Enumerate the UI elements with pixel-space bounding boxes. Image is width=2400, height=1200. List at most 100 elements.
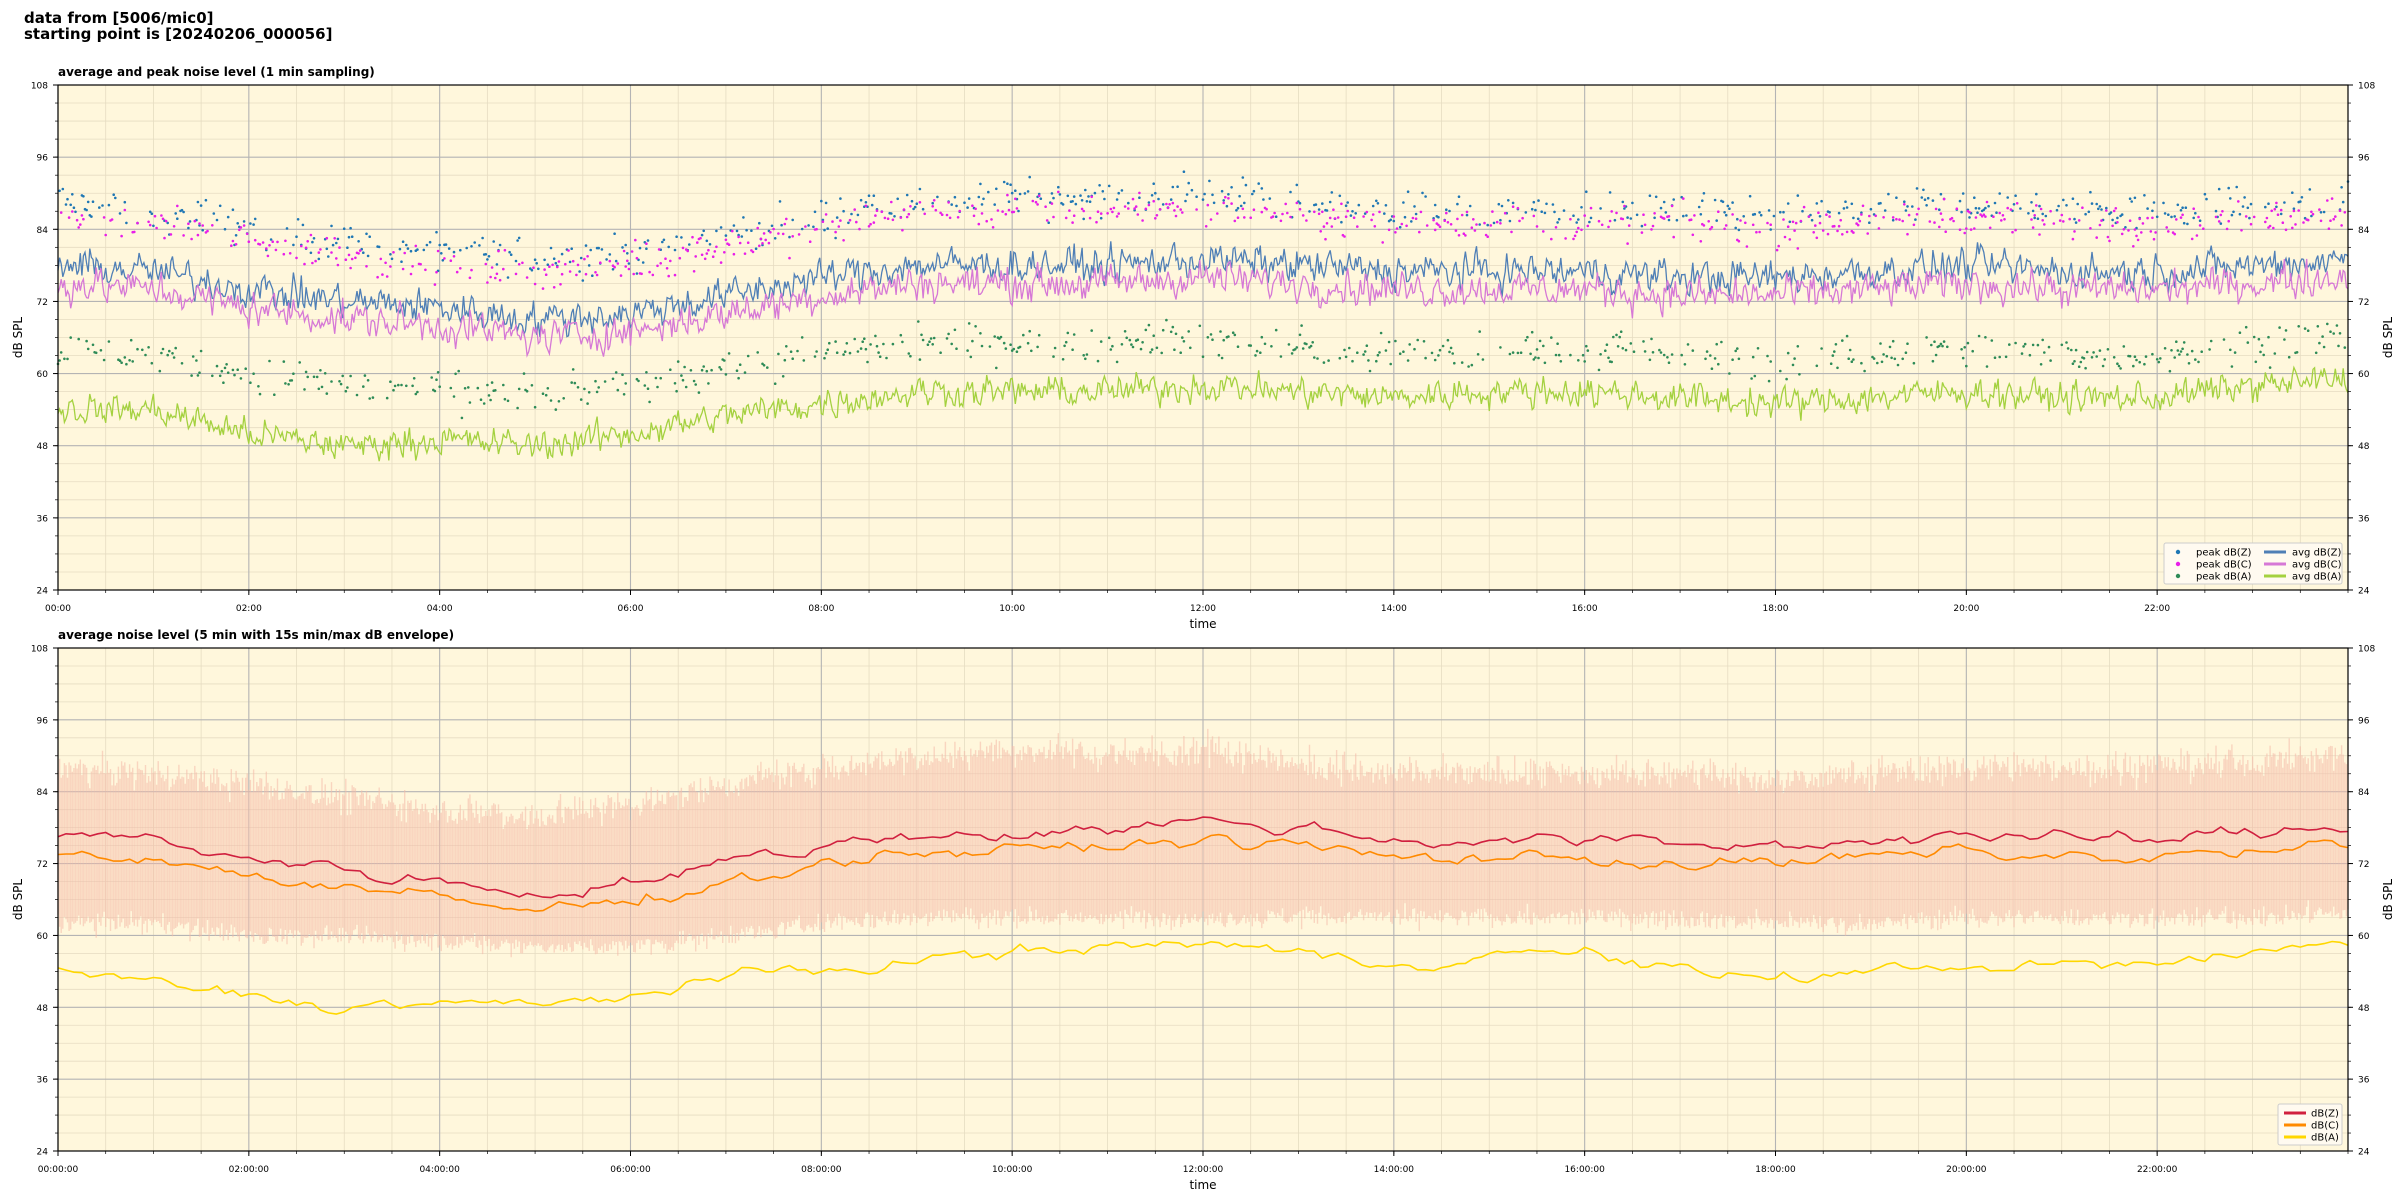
series-db-z- — [57, 816, 2349, 899]
scatter-point — [1037, 194, 1041, 198]
scatter-point — [2341, 200, 2345, 204]
scatter-point — [1103, 197, 1106, 201]
scatter-point — [80, 214, 84, 217]
scatter-point — [1893, 357, 1897, 361]
scatter-point — [624, 382, 627, 385]
scatter-point — [2155, 215, 2159, 219]
scatter-point — [676, 360, 680, 363]
scatter-point — [828, 341, 831, 345]
scatter-point — [584, 244, 588, 247]
legend-marker — [2175, 573, 2181, 579]
scatter-point — [1451, 352, 1454, 355]
scatter-point — [683, 365, 686, 369]
scatter-point — [1437, 215, 1440, 219]
scatter-point — [1958, 199, 1962, 203]
scatter-point — [751, 250, 755, 254]
scatter-point — [172, 356, 176, 359]
scatter-point — [72, 206, 76, 209]
scatter-point — [1702, 224, 1706, 227]
scatter-point — [1034, 200, 1038, 204]
y-tick-label-left: 48 — [37, 1004, 49, 1014]
scatter-point — [1270, 345, 1273, 348]
scatter-point — [1464, 234, 1467, 237]
scatter-point — [579, 398, 583, 401]
scatter-point — [1662, 217, 1666, 220]
scatter-point — [199, 204, 203, 207]
scatter-point — [627, 262, 631, 265]
scatter-point — [821, 218, 825, 222]
scatter-point — [1837, 224, 1841, 228]
scatter-point — [1968, 210, 1971, 214]
scatter-point — [2238, 212, 2242, 216]
scatter-point — [2023, 342, 2027, 346]
scatter-point — [1904, 209, 1908, 212]
scatter-point — [2151, 352, 2154, 356]
scatter-point — [447, 247, 451, 250]
scatter-point — [2281, 221, 2285, 224]
scatter-point — [489, 275, 492, 279]
scatter-point — [719, 368, 723, 371]
scatter-point — [2221, 210, 2224, 213]
scatter-point — [743, 252, 747, 255]
scatter-point — [486, 281, 489, 284]
scatter-point — [939, 211, 942, 215]
scatter-point — [2192, 216, 2195, 220]
scatter-point — [1852, 358, 1855, 361]
y-tick-label-right: 60 — [2358, 932, 2370, 942]
scatter-point — [769, 231, 772, 234]
x-tick-label: 02:00:00 — [229, 1165, 270, 1175]
scatter-point — [980, 212, 984, 215]
scatter-point — [1739, 219, 1742, 222]
scatter-point — [1317, 212, 1321, 216]
scatter-point — [715, 229, 718, 233]
scatter-point — [223, 366, 227, 370]
scatter-point — [1249, 216, 1252, 219]
legend-label: peak dB(C) — [2196, 560, 2252, 571]
scatter-point — [616, 388, 620, 392]
scatter-point — [579, 256, 583, 260]
scatter-point — [635, 256, 639, 260]
scatter-point — [1322, 225, 1326, 228]
scatter-point — [945, 213, 949, 217]
scatter-point — [804, 225, 807, 228]
scatter-point — [1209, 218, 1213, 221]
scatter-point — [627, 267, 631, 271]
scatter-point — [1109, 348, 1113, 351]
scatter-point — [2031, 226, 2035, 229]
scatter-point — [1174, 332, 1178, 336]
scatter-point — [1222, 201, 1225, 205]
scatter-point — [1998, 355, 2001, 359]
scatter-point — [161, 347, 165, 351]
scatter-point — [645, 242, 648, 245]
scatter-point — [1993, 356, 1997, 360]
scatter-point — [503, 397, 507, 401]
scatter-point — [696, 241, 699, 244]
scatter-point — [1559, 360, 1563, 363]
scatter-point — [1023, 192, 1027, 195]
scatter-point — [467, 386, 470, 389]
scatter-point — [1626, 216, 1629, 219]
scatter-point — [1672, 235, 1675, 239]
scatter-point — [1293, 348, 1297, 351]
scatter-point — [2248, 216, 2251, 220]
scatter-point — [433, 283, 437, 286]
scatter-point — [1815, 364, 1819, 368]
scatter-point — [940, 213, 944, 216]
scatter-point — [1848, 348, 1852, 352]
scatter-point — [1495, 220, 1499, 224]
scatter-point — [1179, 351, 1182, 355]
scatter-point — [2120, 232, 2124, 236]
scatter-point — [1131, 197, 1135, 201]
y-tick-label-left: 60 — [37, 370, 49, 380]
scatter-point — [899, 216, 903, 219]
scatter-point — [2044, 214, 2048, 218]
scatter-point — [1984, 336, 1987, 339]
y-tick-label-left: 36 — [37, 514, 49, 524]
scatter-point — [1327, 359, 1330, 362]
scatter-point — [2159, 357, 2162, 360]
scatter-point — [568, 270, 572, 273]
scatter-point — [2098, 223, 2102, 227]
scatter-point — [1759, 213, 1763, 217]
scatter-point — [1154, 217, 1157, 220]
scatter-point — [2003, 218, 2006, 221]
